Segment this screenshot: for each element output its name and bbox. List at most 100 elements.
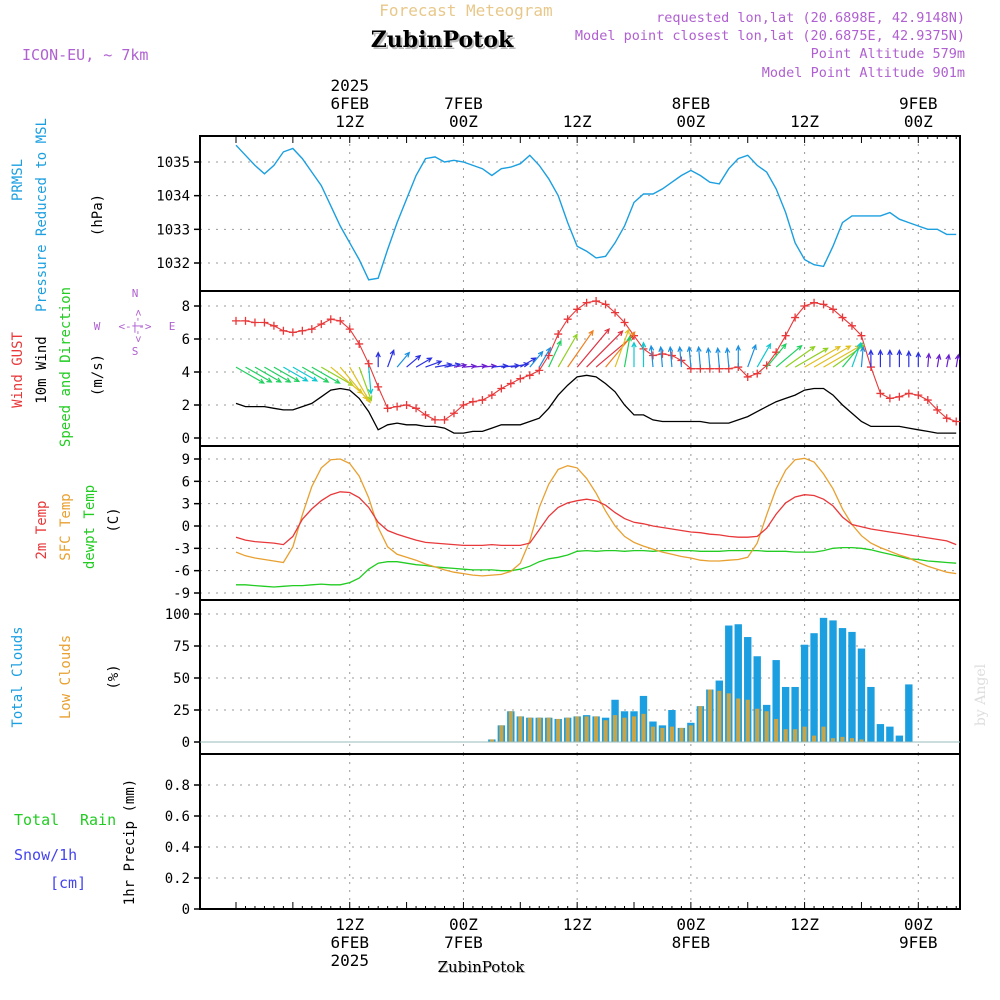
pressure-label-msl: Pressure Reduced to MSL: [34, 118, 50, 312]
gust-marker: [440, 415, 449, 424]
wind-arrow: [785, 345, 816, 368]
panel-frame: [199, 445, 961, 601]
gust-marker: [563, 315, 572, 324]
gust-marker: [525, 371, 534, 380]
header: Forecast Meteogram ZubinPotok ZubinPotok…: [22, 1, 965, 81]
wind-arrow: [648, 344, 655, 368]
wind-arrow: [283, 366, 309, 382]
temp-label-dew: dewpt Temp: [82, 485, 98, 569]
gust-marker: [743, 372, 752, 381]
low-cloud-bar: [527, 717, 532, 742]
low-cloud-bar: [830, 738, 836, 742]
gust-marker: [345, 325, 354, 334]
top-time-label: 00Z: [904, 112, 933, 131]
low-cloud-bar: [660, 727, 665, 742]
y-tick-label: 0: [182, 519, 190, 535]
top-title: Forecast Meteogram: [379, 1, 552, 20]
panel-frame: [199, 753, 961, 910]
low-cloud-bar: [736, 698, 741, 742]
low-cloud-bar: [707, 689, 712, 742]
temp-label-sfc: SFC Temp: [58, 493, 74, 560]
low-cloud-bar: [783, 729, 788, 742]
low-cloud-bar: [669, 726, 674, 742]
gust-marker: [535, 366, 544, 375]
wind-arrow: [548, 339, 562, 368]
wind-arrow: [463, 363, 478, 370]
bottom-time-label: 9FEB: [899, 933, 938, 952]
low-cloud-bar: [679, 727, 684, 742]
y-tick-label: 25: [173, 703, 190, 719]
gust-marker: [317, 320, 326, 329]
gust-marker: [250, 318, 259, 327]
wind-arrow: [877, 349, 884, 368]
plot-layer: 1032 1033 1034 1035 0 2 4 6 8 -9 -6 -3 0 3 6 9 0 25 50 75 10…: [10, 76, 961, 970]
bottom-time-label: 12Z: [335, 915, 364, 934]
wind-arrow: [915, 351, 922, 368]
wind-arrow: [387, 349, 395, 368]
low-cloud-bar: [612, 715, 618, 742]
wind-arrow: [406, 354, 422, 368]
y-tick-label: 1033: [156, 222, 190, 238]
top-time-label: 00Z: [676, 112, 705, 131]
y-tick-label: 75: [173, 639, 190, 655]
precip-label-snow: Snow/1h: [14, 846, 77, 864]
low-cloud-bar: [556, 718, 561, 742]
wind-arrow: [264, 366, 292, 383]
total-cloud-bar: [857, 648, 866, 742]
compass-w: W: [94, 320, 101, 333]
y-tick-label: 8: [182, 299, 190, 315]
wind-arrow: [453, 363, 468, 369]
total-cloud-bar: [829, 620, 837, 742]
wind-arrow: [273, 366, 301, 383]
gust-marker: [857, 331, 866, 340]
y-tick-label: 0.2: [165, 871, 190, 887]
gust-marker: [942, 414, 951, 423]
total-cloud-bar: [668, 710, 676, 742]
gust-marker: [516, 374, 525, 383]
low-cloud-bar: [508, 711, 513, 742]
low-cloud-bar: [717, 690, 722, 742]
gust-marker: [933, 405, 942, 414]
wind-arrow: [906, 349, 912, 368]
gust-marker: [582, 298, 591, 307]
wind-arrow: [538, 346, 552, 368]
wind-arrow: [519, 357, 537, 368]
low-cloud-bar: [849, 738, 855, 742]
low-cloud-bar: [631, 716, 637, 742]
gust-marker: [923, 396, 932, 405]
wind-arrow: [235, 366, 266, 384]
gust-marker: [307, 325, 316, 334]
bottom-time-label: 6FEB: [330, 933, 369, 952]
wind-arrow: [813, 345, 852, 368]
bottom-time-label: 12Z: [790, 915, 819, 934]
gust-marker: [904, 389, 913, 398]
requested-coords: requested lon,lat (20.6898E, 42.9148N): [656, 10, 965, 26]
top-time-label: 00Z: [449, 112, 478, 131]
gust-marker: [336, 316, 345, 325]
wind-arrow: [623, 335, 632, 368]
total-cloud-bar: [734, 624, 742, 742]
low-cloud-bar: [622, 717, 627, 742]
total-cloud-bar: [848, 631, 856, 742]
wind-arrow: [715, 346, 721, 368]
gust-marker: [468, 397, 477, 406]
y-tick-label: 6: [182, 332, 190, 348]
y-tick-label: -6: [173, 564, 190, 580]
low-cloud-bar: [575, 716, 580, 742]
wind-arrow: [375, 351, 381, 368]
compass-vertical: <-|->: [132, 309, 145, 342]
wind-arrow: [425, 360, 443, 368]
gust-marker: [781, 331, 790, 340]
gust-marker: [326, 315, 335, 324]
low-cloud-bar: [546, 717, 551, 742]
gust-marker: [459, 401, 468, 409]
total-cloud-bar: [800, 644, 809, 742]
gust-marker: [232, 316, 241, 325]
gust-marker: [431, 415, 440, 424]
wind-arrow: [823, 345, 862, 368]
wind-arrow: [766, 343, 787, 368]
gust-marker: [241, 316, 250, 325]
pressure-label-prmsl: PRMSL: [10, 159, 26, 201]
clouds-label-low: Low Clouds: [58, 635, 74, 719]
gust-marker: [364, 359, 373, 368]
